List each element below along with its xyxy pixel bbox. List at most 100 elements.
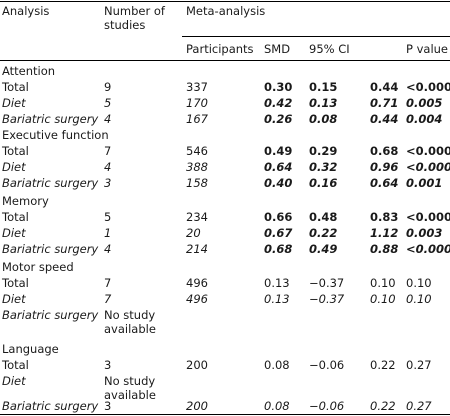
row-smd: 0.64 (264, 160, 293, 174)
row-label: Bariatric surgery (2, 308, 99, 322)
row-ci-high: 0.64 (370, 176, 399, 190)
row-ci-high: 0.83 (370, 210, 399, 224)
row-ci-high: 0.44 (370, 80, 399, 94)
row-participants: 167 (186, 112, 208, 126)
row-p-value: <0.0001 (406, 144, 450, 158)
row-smd: 0.40 (264, 176, 293, 190)
row-n: 3 (104, 399, 112, 413)
row-participants: 388 (186, 160, 208, 174)
header-participants: Participants (186, 42, 254, 56)
row-n-no-study: No study available (104, 308, 156, 336)
row-label: Bariatric surgery (2, 176, 99, 190)
row-p-value: 0.27 (406, 358, 432, 372)
row-label: Diet (2, 226, 26, 240)
row-ci-high: 0.10 (370, 276, 396, 290)
row-label: Total (2, 210, 29, 224)
row-participants: 337 (186, 80, 208, 94)
row-p-value: 0.005 (406, 96, 443, 110)
row-ci-high: 0.71 (370, 96, 399, 110)
row-label: Bariatric surgery (2, 242, 99, 256)
row-label: Total (2, 276, 29, 290)
row-label: Diet (2, 96, 26, 110)
row-participants: 214 (186, 242, 208, 256)
row-ci-low: 0.16 (309, 176, 338, 190)
row-n: 4 (104, 242, 112, 256)
row-label: Total (2, 80, 29, 94)
row-n: 5 (104, 210, 112, 224)
row-smd: 0.49 (264, 144, 293, 158)
bottom-rule (0, 414, 450, 415)
row-ci-low: 0.49 (309, 242, 338, 256)
row-participants: 496 (186, 276, 208, 290)
row-p-value: <0.0001 (406, 242, 450, 256)
row-n-no-study: No study available (104, 374, 156, 402)
row-smd: 0.26 (264, 112, 293, 126)
row-n: 7 (104, 144, 112, 158)
row-label: Diet (2, 160, 26, 174)
row-ci-high: 0.22 (370, 399, 396, 413)
row-p-value: <0.0001 (406, 160, 450, 174)
row-label: Total (2, 144, 29, 158)
row-participants: 546 (186, 144, 208, 158)
row-ci-low: 0.08 (309, 112, 338, 126)
row-n: 1 (104, 226, 112, 240)
row-smd: 0.42 (264, 96, 293, 110)
row-ci-high: 0.96 (370, 160, 399, 174)
row-p-value: 0.27 (406, 399, 432, 413)
row-ci-low: 0.15 (309, 80, 338, 94)
row-n: 4 (104, 160, 112, 174)
row-ci-low: −0.06 (309, 399, 345, 413)
row-ci-low: 0.32 (309, 160, 338, 174)
row-p-value: 0.003 (406, 226, 443, 240)
header-analysis: Analysis (2, 4, 50, 18)
row-smd: 0.68 (264, 242, 293, 256)
header-p-value: P value (406, 42, 449, 56)
row-smd: 0.30 (264, 80, 293, 94)
row-participants: 200 (186, 358, 208, 372)
row-p-value: 0.10 (406, 276, 432, 290)
row-label: Diet (2, 374, 26, 388)
row-p-value: <0.0001 (406, 80, 450, 94)
row-label: Total (2, 358, 29, 372)
row-n: 5 (104, 96, 112, 110)
row-smd: 0.13 (264, 292, 290, 306)
row-participants: 200 (186, 399, 208, 413)
row-participants: 496 (186, 292, 208, 306)
row-ci-high: 0.22 (370, 358, 396, 372)
row-smd: 0.08 (264, 399, 290, 413)
header-meta-analysis: Meta-analysis (186, 4, 266, 18)
row-participants: 20 (186, 226, 201, 240)
row-ci-high: 0.10 (370, 292, 396, 306)
row-p-value: 0.001 (406, 176, 443, 190)
row-label: Bariatric surgery (2, 399, 99, 413)
meta-analysis-underline (182, 36, 450, 37)
row-ci-low: −0.37 (309, 276, 345, 290)
section-title: Motor speed (2, 260, 74, 274)
row-label: Bariatric surgery (2, 112, 99, 126)
row-ci-high: 0.44 (370, 112, 399, 126)
header-ci: 95% CI (309, 42, 350, 56)
row-n: 7 (104, 292, 112, 306)
row-smd: 0.13 (264, 276, 290, 290)
row-smd: 0.67 (264, 226, 293, 240)
row-n: 3 (104, 176, 112, 190)
row-participants: 170 (186, 96, 208, 110)
row-label: Diet (2, 292, 26, 306)
row-ci-low: −0.06 (309, 358, 345, 372)
top-rule (0, 1, 450, 2)
row-p-value: 0.10 (406, 292, 432, 306)
row-n: 3 (104, 358, 112, 372)
row-p-value: 0.004 (406, 112, 443, 126)
header-bottom-rule (0, 60, 450, 61)
row-smd: 0.08 (264, 358, 290, 372)
row-ci-high: 0.68 (370, 144, 399, 158)
row-p-value: <0.0001 (406, 210, 450, 224)
row-n: 7 (104, 276, 112, 290)
section-title: Attention (2, 64, 56, 78)
section-title: Language (2, 342, 59, 356)
row-n: 4 (104, 112, 112, 126)
row-n: 9 (104, 80, 112, 94)
row-ci-high: 1.12 (370, 226, 399, 240)
row-ci-high: 0.88 (370, 242, 399, 256)
row-ci-low: 0.22 (309, 226, 338, 240)
